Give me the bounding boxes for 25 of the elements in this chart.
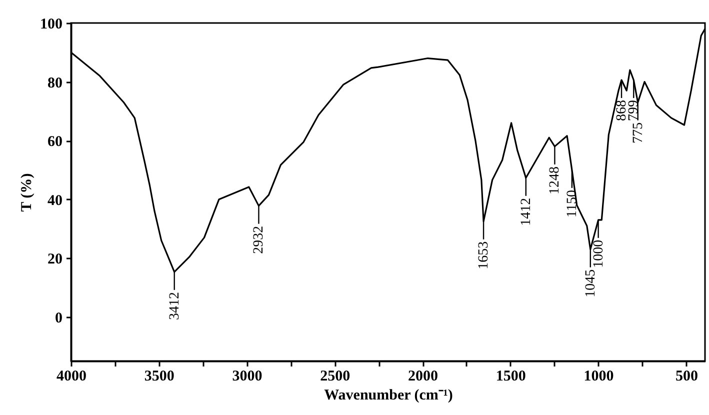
y-axis-title: T (%) (19, 173, 35, 212)
x-tick-label: 500 (675, 368, 698, 384)
y-tick-label: 80 (48, 75, 62, 92)
annotation: 1248 (548, 166, 563, 194)
x-tick-label: 2500 (320, 368, 350, 384)
y-tick-label: 0 (55, 310, 62, 326)
x-tick-label: 1500 (496, 368, 526, 384)
y-tick-label: 60 (48, 134, 62, 150)
y-tick-label: 40 (48, 192, 62, 209)
annotation: 2932 (252, 226, 267, 254)
annotation: 1653 (476, 241, 492, 270)
annotation: 775 (630, 122, 646, 144)
y-tick-label: 100 (40, 16, 62, 32)
annotation: 3412 (167, 292, 182, 320)
x-tick-label: 4000 (56, 368, 86, 384)
x-tick-label: 1000 (584, 368, 614, 384)
x-axis-title: Wavenumber (cm⁻¹) (324, 388, 453, 404)
x-tick-label: 3500 (144, 368, 174, 384)
annotation: 1412 (518, 198, 534, 226)
x-tick-label: 3000 (232, 368, 262, 384)
annotation: 1045 (583, 269, 598, 298)
x-tick-label: 2000 (408, 368, 438, 384)
annotation: 799 (626, 100, 642, 122)
annotation: 1000 (591, 240, 606, 268)
y-tick-label: 20 (48, 252, 62, 268)
